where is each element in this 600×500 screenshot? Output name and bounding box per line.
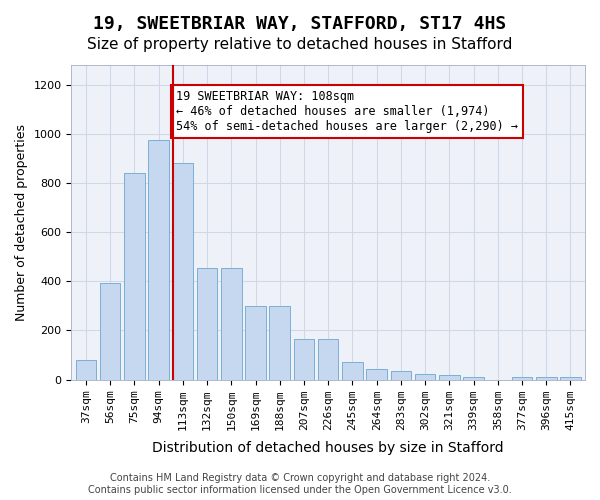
Bar: [100, 282, 121, 380]
Bar: [342, 362, 363, 380]
Y-axis label: Number of detached properties: Number of detached properties: [15, 124, 28, 321]
Text: 19, SWEETBRIAR WAY, STAFFORD, ST17 4HS: 19, SWEETBRIAR WAY, STAFFORD, ST17 4HS: [94, 15, 506, 33]
Text: Size of property relative to detached houses in Stafford: Size of property relative to detached ho…: [88, 38, 512, 52]
Bar: [463, 377, 484, 380]
X-axis label: Distribution of detached houses by size in Stafford: Distribution of detached houses by size …: [152, 441, 504, 455]
Bar: [124, 173, 145, 380]
Bar: [536, 377, 557, 380]
Bar: [439, 375, 460, 380]
Bar: [148, 140, 169, 380]
Bar: [560, 377, 581, 380]
Bar: [415, 374, 436, 380]
Bar: [245, 306, 266, 380]
Bar: [76, 360, 96, 380]
Bar: [318, 339, 338, 380]
Bar: [512, 377, 532, 380]
Bar: [391, 371, 411, 380]
Bar: [367, 368, 387, 380]
Bar: [269, 306, 290, 380]
Bar: [197, 268, 217, 380]
Text: 19 SWEETBRIAR WAY: 108sqm
← 46% of detached houses are smaller (1,974)
54% of se: 19 SWEETBRIAR WAY: 108sqm ← 46% of detac…: [176, 90, 518, 133]
Bar: [173, 164, 193, 380]
Bar: [221, 268, 242, 380]
Bar: [293, 339, 314, 380]
Text: Contains HM Land Registry data © Crown copyright and database right 2024.
Contai: Contains HM Land Registry data © Crown c…: [88, 474, 512, 495]
